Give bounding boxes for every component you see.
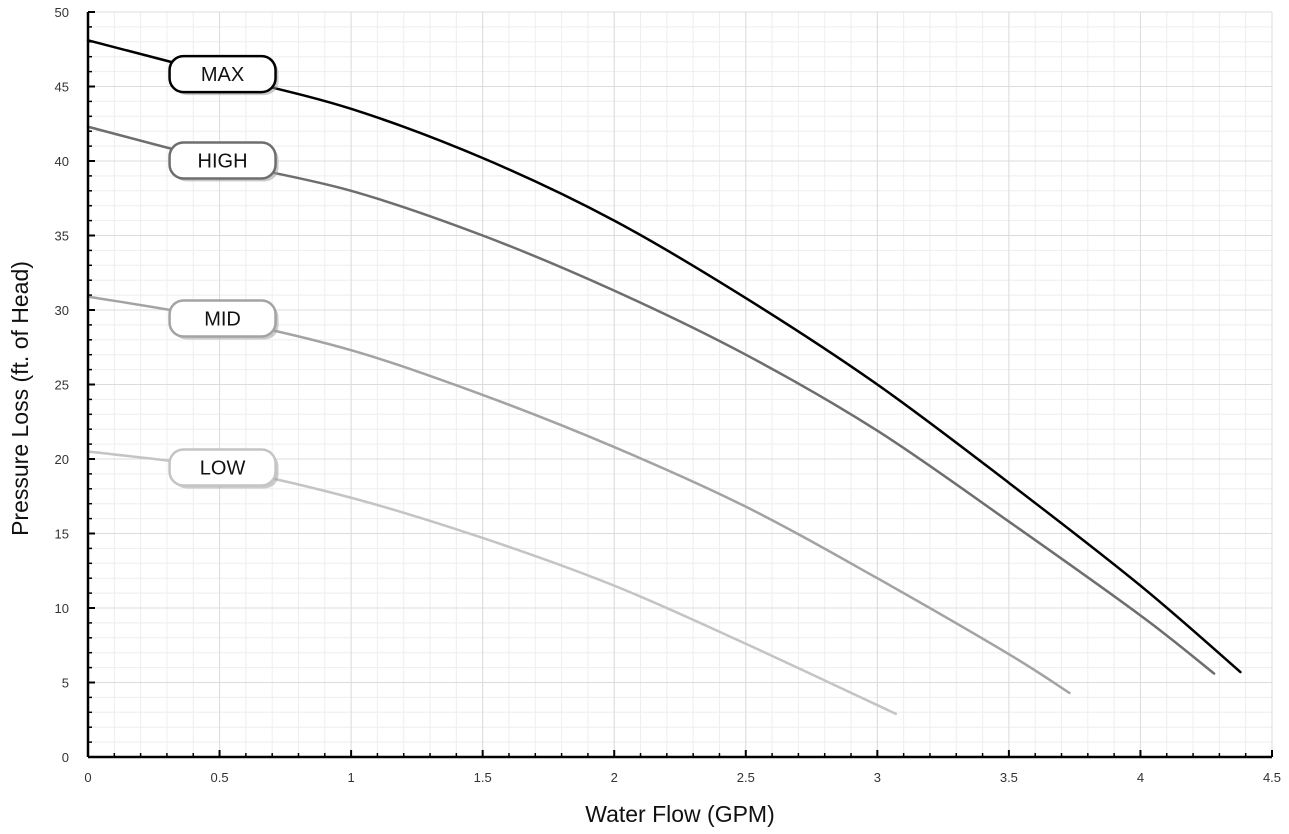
label-box (168, 448, 277, 487)
label-box (168, 54, 277, 94)
series-label-max: MAX (168, 54, 279, 96)
y-tick-label: 35 (55, 229, 69, 244)
y-tick-label: 50 (55, 5, 69, 20)
x-tick-label: 4.5 (1263, 770, 1281, 785)
y-tick-label: 40 (55, 154, 69, 169)
x-tick-label: 0.5 (211, 770, 229, 785)
y-axis-title: Pressure Loss (ft. of Head) (7, 261, 33, 536)
x-tick-label: 2.5 (737, 770, 755, 785)
x-axis-title: Water Flow (GPM) (585, 801, 775, 827)
series-line-low (86, 450, 897, 716)
y-tick-label: 20 (55, 452, 69, 467)
y-tick-label: 5 (62, 676, 69, 691)
y-tick-label: 15 (55, 527, 69, 542)
label-text: MAX (201, 64, 244, 86)
label-text: HIGH (198, 151, 248, 173)
series-label-low: LOW (168, 448, 279, 489)
y-tick-label: 25 (55, 378, 69, 393)
series-label-high: HIGH (168, 141, 279, 182)
series-label-mid: MID (168, 299, 279, 340)
y-tick-label: 10 (55, 601, 69, 616)
x-tick-label: 1.5 (474, 770, 492, 785)
x-tick-label: 3 (874, 770, 881, 785)
y-tick-label: 30 (55, 303, 69, 318)
label-text: MID (204, 308, 241, 330)
series-line-high (86, 125, 1216, 675)
series-line-max (86, 39, 1242, 674)
label-box (168, 141, 277, 180)
label-box (168, 299, 277, 338)
x-tick-label: 2 (611, 770, 618, 785)
x-tick-label: 4 (1137, 770, 1144, 785)
x-tick-label: 3.5 (1000, 770, 1018, 785)
x-tick-label: 1 (347, 770, 354, 785)
y-tick-label: 45 (55, 80, 69, 95)
y-tick-label: 0 (62, 750, 69, 765)
x-tick-label: 0 (84, 770, 91, 785)
label-text: LOW (200, 457, 246, 479)
series-line-mid (86, 295, 1071, 695)
